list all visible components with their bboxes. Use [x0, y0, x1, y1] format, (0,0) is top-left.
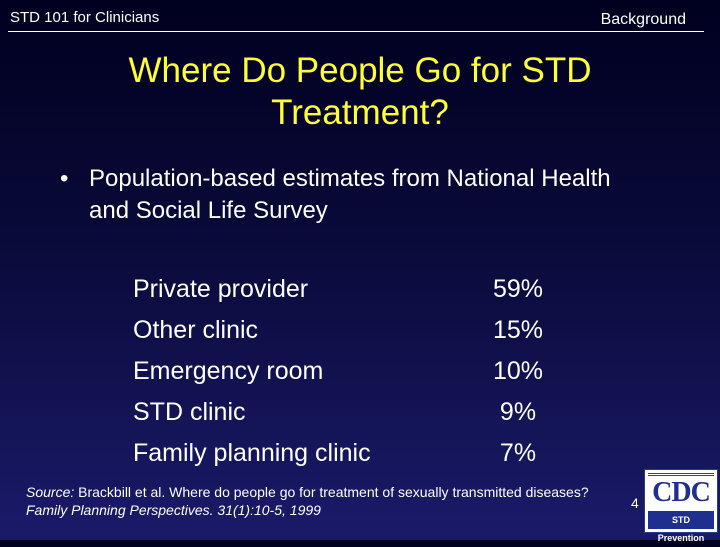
source-journal: Family Planning Perspectives. 31(1):10-5…	[26, 502, 321, 518]
table-row: STD clinic 9%	[133, 395, 573, 436]
site-label: Other clinic	[133, 316, 259, 344]
slide-title-line-2: Treatment?	[271, 93, 449, 132]
cdc-logo-mark: CDC	[648, 473, 714, 509]
site-label: Private provider	[133, 275, 309, 303]
source-citation: Source: Brackbill et al. Where do people…	[26, 483, 626, 519]
site-percentage: 59%	[492, 275, 544, 303]
table-row: Family planning clinic 7%	[133, 436, 573, 477]
site-label: Emergency room	[133, 357, 324, 385]
cdc-logo: CDC STD Prevention	[644, 469, 718, 543]
cdc-logo-text: CDC	[652, 476, 711, 508]
slide-title: Where Do People Go for STD Treatment?	[0, 50, 720, 134]
bullet-icon: •	[60, 165, 69, 192]
table-row: Other clinic 15%	[133, 313, 573, 354]
bullet-text: Population-based estimates from National…	[89, 165, 611, 224]
section-label: Background	[600, 11, 686, 28]
site-percentage: 9%	[499, 398, 537, 426]
treatment-site-table: Private provider 59% Other clinic 15% Em…	[133, 272, 573, 477]
site-label: Family planning clinic	[133, 439, 371, 467]
cdc-logo-tagline: STD Prevention	[648, 511, 714, 543]
table-row: Private provider 59%	[133, 272, 573, 313]
source-prefix: Source:	[26, 484, 75, 500]
site-label: STD clinic	[133, 398, 246, 426]
site-percentage: 7%	[499, 439, 537, 467]
table-row: Emergency room 10%	[133, 354, 573, 395]
course-title: STD 101 for Clinicians	[10, 9, 160, 26]
page-number: 4	[631, 495, 639, 511]
header-divider	[8, 31, 704, 32]
site-percentage: 10%	[492, 357, 544, 385]
source-text: Brackbill et al. Where do people go for …	[74, 484, 589, 500]
slide-title-line-1: Where Do People Go for STD	[128, 51, 592, 90]
site-percentage: 15%	[492, 316, 544, 344]
